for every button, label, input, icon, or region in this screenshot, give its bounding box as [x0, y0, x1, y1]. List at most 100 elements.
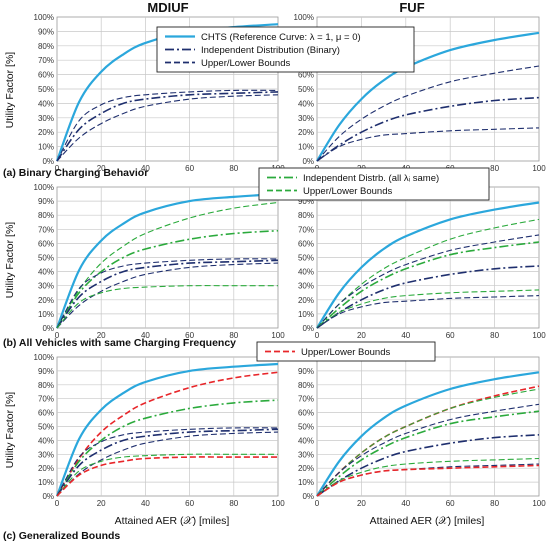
- series-line-1: [316, 31, 540, 162]
- y-axis-label-b: Utility Factor [%]: [4, 222, 16, 299]
- y-tick-label: 70%: [298, 225, 314, 234]
- y-tick-label: 60%: [298, 409, 314, 418]
- x-axis-label-fuf: Attained AER (𝒳) [miles]: [370, 515, 485, 527]
- y-tick-label: 20%: [298, 464, 314, 473]
- legend-row-c: Upper/Lower Bounds: [256, 341, 436, 362]
- series-line-7: [56, 285, 278, 329]
- series-line-3: [316, 96, 540, 162]
- legend-label: Independent Distribution (Binary): [201, 45, 340, 56]
- x-tick-label: 60: [185, 331, 194, 340]
- series-line-4: [316, 241, 540, 329]
- y-tick-label: 80%: [298, 211, 314, 220]
- series-line-2: [56, 201, 279, 329]
- y-tick-label: 100%: [34, 183, 54, 192]
- y-tick-label: 90%: [298, 197, 314, 206]
- x-tick-label: 100: [271, 499, 285, 508]
- series-line-4: [56, 94, 279, 162]
- x-tick-label: 80: [490, 164, 499, 173]
- series-line-6: [56, 431, 279, 497]
- legend-row-a-box: [156, 26, 415, 73]
- y-tick-label: 60%: [38, 71, 54, 80]
- legend-row-b-box: [258, 167, 490, 201]
- y-tick-label: 20%: [298, 128, 314, 137]
- y-tick-label: 20%: [298, 296, 314, 305]
- panels-layer: 0% 10% 20% 30% 40% 50% 60% 70% 80% 90% 100% 0 20 40 60…: [34, 13, 547, 508]
- x-tick-label: 0: [55, 499, 60, 508]
- x-tick-label: 20: [97, 499, 106, 508]
- y-tick-label: 30%: [298, 450, 314, 459]
- y-tick-label: 30%: [298, 114, 314, 123]
- x-tick-label: 60: [185, 499, 194, 508]
- x-tick-label: 20: [97, 331, 106, 340]
- series-line-3: [56, 229, 279, 329]
- y-tick-label: 40%: [38, 436, 54, 445]
- x-tick-label: 40: [141, 331, 150, 340]
- series-line-7: [316, 295, 540, 329]
- y-tick-label: 50%: [298, 423, 314, 432]
- y-tick-label: 30%: [38, 114, 54, 123]
- y-tick-label: 100%: [34, 353, 54, 362]
- y-tick-label: 70%: [298, 395, 314, 404]
- chart-panel-c-MDIUF: 0% 10% 20% 30% 40% 50% 60% 70% 80% 90% 100% 0 20 40 60…: [34, 353, 286, 508]
- y-tick-label: 90%: [38, 197, 54, 206]
- y-tick-label: 70%: [38, 395, 54, 404]
- y-tick-label: 50%: [38, 254, 54, 263]
- y-tick-label: 60%: [38, 239, 54, 248]
- x-tick-label: 100: [532, 331, 546, 340]
- y-tick-label: 10%: [38, 143, 54, 152]
- x-tick-label: 100: [271, 331, 285, 340]
- y-tick-label: 90%: [38, 367, 54, 376]
- series-line-1: [316, 371, 540, 497]
- y-tick-label: 30%: [38, 282, 54, 291]
- x-tick-label: 40: [141, 499, 150, 508]
- chart-panel-c-FUF: 0%10%20%30%40%50%60%70%80%90%100%0204060…: [294, 353, 547, 508]
- y-tick-label: 40%: [38, 99, 54, 108]
- x-tick-label: 60: [446, 331, 455, 340]
- row-label-a: (a) Binary Charging Behavior: [3, 167, 148, 179]
- series-line-6: [56, 262, 279, 329]
- legend-row-a: CHTS (Reference Curve: λ = 1, μ = 0) Inde…: [156, 26, 415, 73]
- y-tick-label: 80%: [38, 211, 54, 220]
- series-line-5: [56, 259, 279, 329]
- series-line-5: [316, 410, 540, 497]
- y-tick-label: 30%: [298, 282, 314, 291]
- series-line-9: [316, 464, 540, 497]
- x-tick-label: 80: [229, 164, 238, 173]
- y-tick-label: 60%: [298, 239, 314, 248]
- y-tick-label: 40%: [38, 268, 54, 277]
- y-tick-label: 70%: [38, 56, 54, 65]
- x-tick-label: 0: [315, 499, 320, 508]
- series-line-4: [56, 427, 279, 497]
- y-tick-label: 50%: [298, 85, 314, 94]
- y-tick-label: 100%: [294, 13, 314, 22]
- column-title-fuf: FUF: [399, 0, 424, 15]
- chart-panel-a-FUF: 0%10%20%30%40%50%60%70%80%90%100%0204060…: [294, 13, 547, 173]
- y-tick-label: 40%: [298, 436, 314, 445]
- x-tick-label: 40: [401, 331, 410, 340]
- y-tick-label: 90%: [298, 367, 314, 376]
- series-line-1: [55, 193, 279, 329]
- x-tick-label: 0: [55, 331, 60, 340]
- chart-panel-b-MDIUF: 0% 10% 20% 30% 40% 50% 60% 70% 80% 90% 100% 0 20 40 60…: [34, 183, 286, 340]
- x-tick-label: 80: [229, 331, 238, 340]
- y-tick-label: 40%: [298, 268, 314, 277]
- y-tick-label: 90%: [38, 27, 54, 36]
- x-tick-label: 80: [490, 499, 499, 508]
- row-label-c: (c) Generalized Bounds: [3, 530, 120, 542]
- chart-panel-b-FUF: 0%10%20%30%40%50%60%70%80%90%100%0204060…: [294, 183, 547, 340]
- series-line-8: [56, 456, 278, 497]
- y-tick-label: 20%: [38, 128, 54, 137]
- series-line-3: [56, 89, 279, 162]
- series-line-3: [56, 399, 279, 497]
- y-tick-label: 10%: [298, 478, 314, 487]
- x-tick-label: 40: [141, 164, 150, 173]
- x-tick-label: 20: [97, 164, 106, 173]
- legend-label: Upper/Lower Bounds: [201, 58, 290, 69]
- y-tick-label: 50%: [298, 254, 314, 263]
- x-tick-label: 80: [229, 499, 238, 508]
- legend-row-b: Independent Distrb. (all λᵢ same) Upper/L…: [258, 167, 490, 201]
- y-tick-label: 100%: [34, 13, 54, 22]
- y-tick-label: 80%: [298, 381, 314, 390]
